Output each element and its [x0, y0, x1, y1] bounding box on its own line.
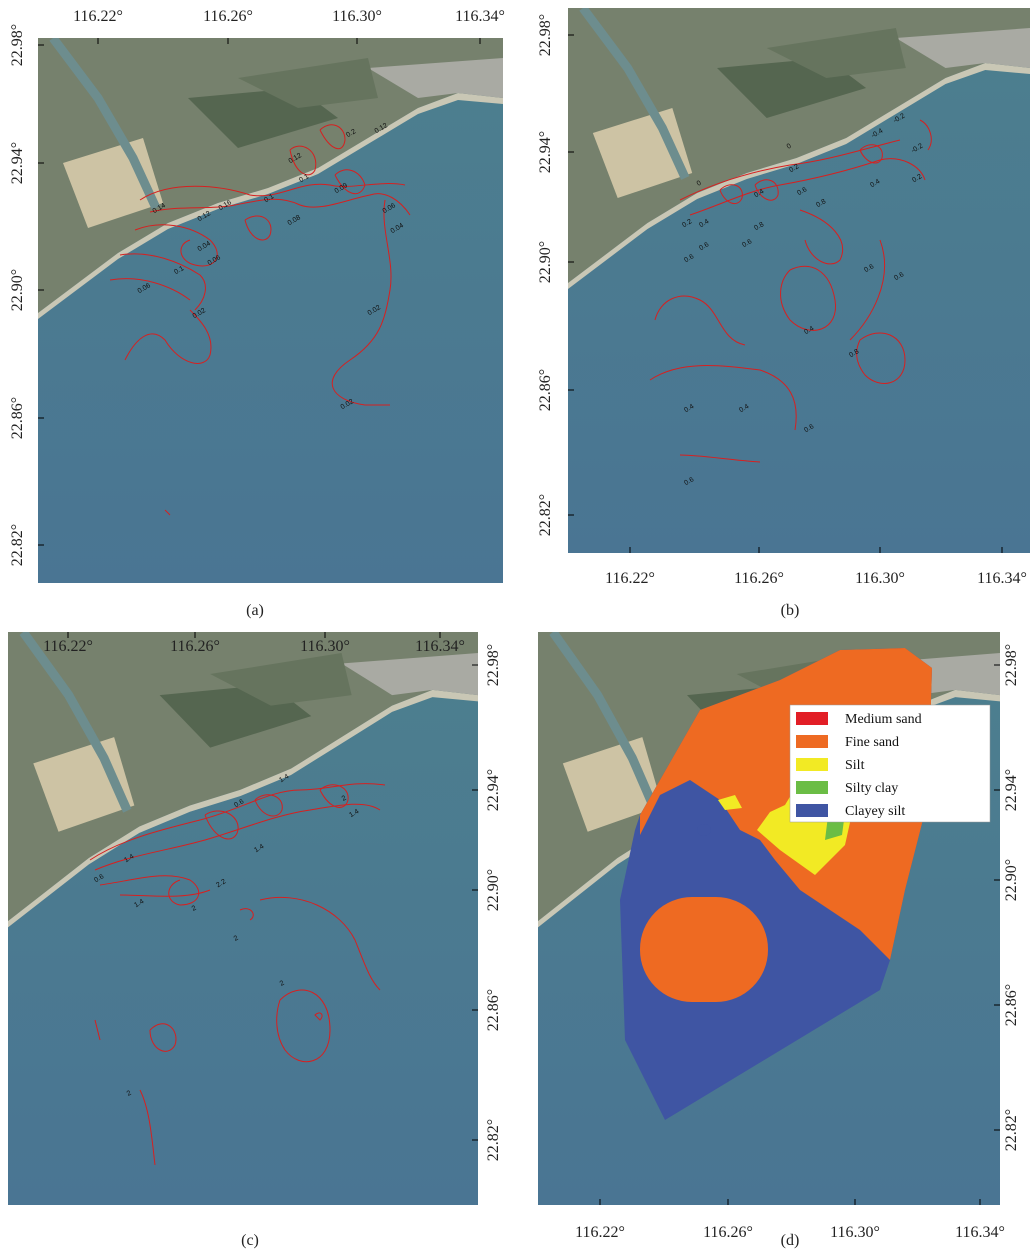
x-tick-label: 116.30°	[332, 8, 382, 25]
y-tick-label: 22.82°	[9, 524, 26, 566]
legend-label: Medium sand	[845, 712, 922, 727]
legend-swatch	[796, 735, 828, 748]
map-a	[38, 38, 503, 583]
y-tick-label: 22.90°	[537, 241, 554, 283]
figure: Medium sand Fine sand Silt Silty clay Clayey…	[0, 0, 1034, 1258]
x-tick-label: 116.26°	[734, 570, 784, 587]
y-tick-label: 22.82°	[1003, 1109, 1020, 1151]
y-tick-label: 22.98°	[485, 644, 502, 686]
x-tick-label: 116.22°	[605, 570, 655, 587]
legend-swatch	[796, 781, 828, 794]
x-tick-label: 116.22°	[575, 1224, 625, 1241]
y-tick-label: 22.98°	[1003, 644, 1020, 686]
legend-swatch	[796, 758, 828, 771]
clayey-silt-area	[697, 824, 711, 836]
y-tick-label: 22.82°	[537, 494, 554, 536]
y-tick-label: 22.90°	[485, 869, 502, 911]
legend-swatch	[796, 804, 828, 817]
x-tick-label: 116.26°	[170, 638, 220, 655]
x-tick-label: 116.22°	[73, 8, 123, 25]
y-tick-label: 22.82°	[485, 1119, 502, 1161]
y-tick-label: 22.86°	[485, 989, 502, 1031]
x-tick-label: 116.30°	[830, 1224, 880, 1241]
x-tick-label: 116.34°	[977, 570, 1027, 587]
caption: (d)	[781, 1232, 800, 1249]
x-tick-label: 116.30°	[855, 570, 905, 587]
x-tick-label: 116.34°	[415, 638, 465, 655]
legend-swatch	[796, 712, 828, 725]
caption: (c)	[241, 1232, 259, 1249]
y-tick-label: 22.90°	[1003, 859, 1020, 901]
map-b	[568, 8, 1030, 553]
y-tick-label: 22.86°	[1003, 984, 1020, 1026]
x-tick-label: 116.22°	[43, 638, 93, 655]
y-tick-label: 22.94°	[9, 142, 26, 184]
legend-label: Fine sand	[845, 735, 899, 750]
y-tick-label: 22.90°	[9, 269, 26, 311]
map-c	[8, 632, 478, 1205]
y-tick-label: 22.94°	[485, 769, 502, 811]
y-tick-label: 22.86°	[537, 369, 554, 411]
caption: (a)	[246, 602, 264, 619]
y-tick-label: 22.98°	[9, 24, 26, 66]
caption: (b)	[781, 602, 800, 619]
x-tick-label: 116.34°	[955, 1224, 1005, 1241]
fine-sand-area	[640, 897, 768, 1002]
legend-label: Silty clay	[845, 781, 898, 796]
x-tick-label: 116.30°	[300, 638, 350, 655]
legend-label: Clayey silt	[845, 804, 905, 819]
x-tick-label: 116.26°	[703, 1224, 753, 1241]
y-tick-label: 22.98°	[537, 14, 554, 56]
legend-label: Silt	[845, 758, 865, 773]
y-tick-label: 22.86°	[9, 397, 26, 439]
y-tick-label: 22.94°	[537, 131, 554, 173]
x-tick-label: 116.34°	[455, 8, 505, 25]
y-tick-label: 22.94°	[1003, 769, 1020, 811]
x-tick-label: 116.26°	[203, 8, 253, 25]
